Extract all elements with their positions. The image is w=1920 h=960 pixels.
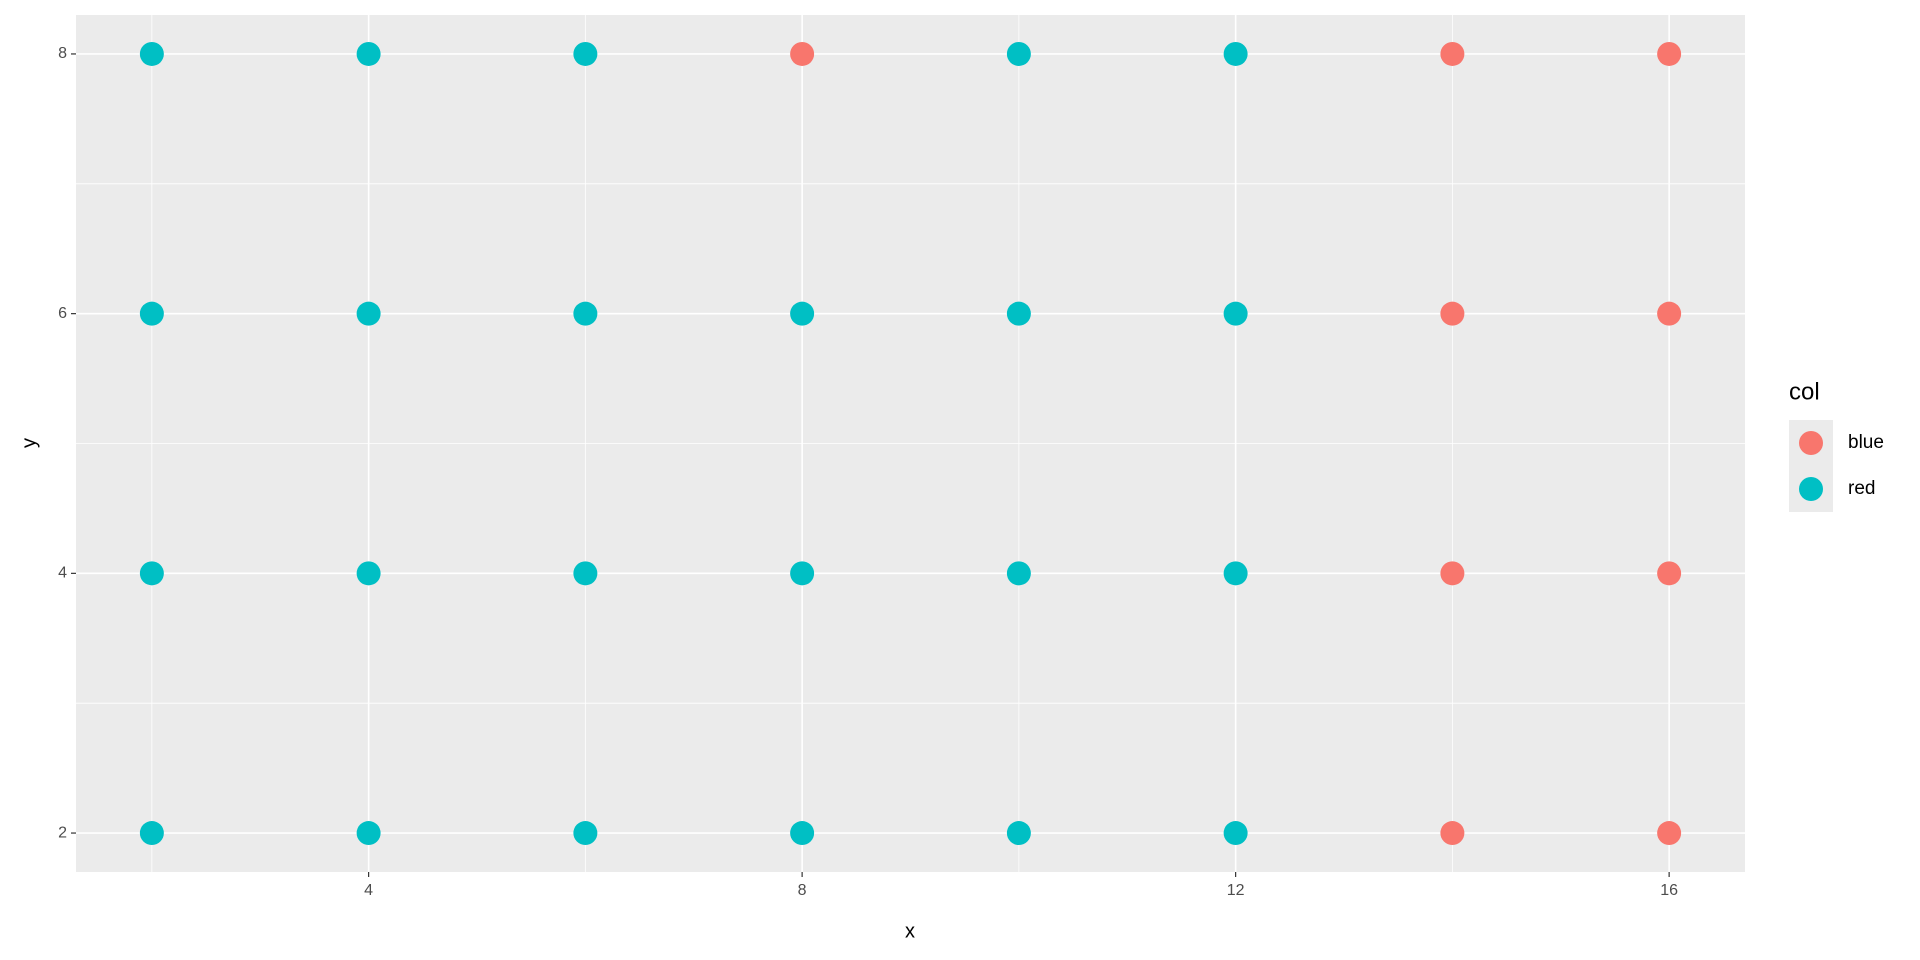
point bbox=[1223, 561, 1248, 586]
point bbox=[356, 41, 381, 66]
legend-label: red bbox=[1848, 478, 1875, 499]
point bbox=[573, 561, 598, 586]
point bbox=[1657, 301, 1682, 326]
point bbox=[1440, 561, 1465, 586]
x-tick-label: 4 bbox=[364, 882, 373, 899]
point bbox=[139, 821, 164, 846]
point bbox=[1440, 821, 1465, 846]
x-tick-label: 16 bbox=[1660, 882, 1678, 899]
point bbox=[573, 41, 598, 66]
point bbox=[1657, 41, 1682, 66]
point bbox=[1657, 821, 1682, 846]
point bbox=[1440, 41, 1465, 66]
point bbox=[790, 561, 815, 586]
point bbox=[1006, 561, 1031, 586]
legend-title: col bbox=[1789, 378, 1820, 405]
point bbox=[139, 301, 164, 326]
point bbox=[1223, 301, 1248, 326]
point bbox=[1006, 301, 1031, 326]
point bbox=[356, 301, 381, 326]
point bbox=[139, 41, 164, 66]
point bbox=[573, 301, 598, 326]
y-tick-label: 8 bbox=[58, 45, 67, 62]
legend-key bbox=[1799, 477, 1823, 501]
y-tick-label: 4 bbox=[58, 565, 67, 582]
point bbox=[1440, 301, 1465, 326]
point bbox=[356, 561, 381, 586]
point bbox=[139, 561, 164, 586]
point bbox=[1223, 41, 1248, 66]
point bbox=[790, 301, 815, 326]
y-tick-label: 2 bbox=[58, 824, 67, 841]
legend-key bbox=[1799, 431, 1823, 455]
point bbox=[1006, 41, 1031, 66]
point bbox=[356, 821, 381, 846]
legend-label: blue bbox=[1848, 432, 1884, 453]
y-tick-label: 6 bbox=[58, 305, 67, 322]
y-axis-title: y bbox=[18, 438, 40, 448]
point bbox=[1006, 821, 1031, 846]
x-tick-label: 12 bbox=[1227, 882, 1245, 899]
x-tick-label: 8 bbox=[798, 882, 807, 899]
point bbox=[790, 41, 815, 66]
point bbox=[1223, 821, 1248, 846]
point bbox=[573, 821, 598, 846]
x-axis-title: x bbox=[905, 920, 915, 942]
point bbox=[1657, 561, 1682, 586]
point bbox=[790, 821, 815, 846]
